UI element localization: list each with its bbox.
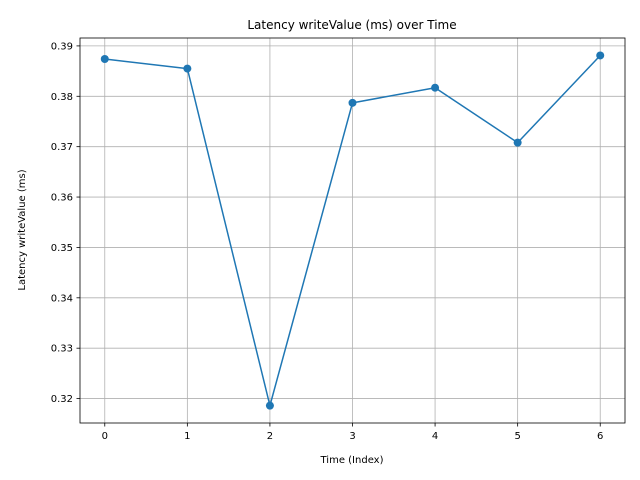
data-point-marker: [100, 55, 109, 64]
x-tick-label: 1: [184, 431, 190, 442]
data-point-marker: [513, 138, 522, 147]
data-point-marker: [431, 83, 440, 92]
data-point-marker: [596, 51, 605, 60]
y-tick-label: 0.32: [51, 394, 73, 405]
chart-title: Latency writeValue (ms) over Time: [247, 18, 456, 32]
y-tick-label: 0.39: [51, 41, 73, 52]
data-point-marker: [265, 401, 274, 410]
x-tick-label: 2: [267, 431, 273, 442]
x-tick-label: 0: [102, 431, 108, 442]
y-tick-label: 0.33: [51, 344, 73, 355]
y-tick-label: 0.37: [51, 142, 73, 153]
y-axis-label: Latency writeValue (ms): [17, 169, 28, 290]
data-point-marker: [348, 98, 357, 107]
x-tick-label: 4: [432, 431, 438, 442]
x-tick-label: 6: [597, 431, 603, 442]
y-tick-label: 0.35: [51, 243, 73, 254]
y-tick-label: 0.36: [51, 193, 73, 204]
series-layer: [100, 51, 605, 410]
grid-layer: [80, 38, 625, 423]
data-point-marker: [183, 64, 192, 73]
y-tick-label: 0.38: [51, 92, 73, 103]
y-tick-label: 0.34: [51, 293, 73, 304]
tick-layer: 0 1 2 3 4 5 6 0.32 0.33 0.34 0.35 0.36 0.37 0.38 0.39: [51, 41, 604, 442]
x-tick-label: 5: [514, 431, 520, 442]
x-tick-label: 3: [349, 431, 355, 442]
x-axis-label: Time (Index): [320, 455, 384, 466]
